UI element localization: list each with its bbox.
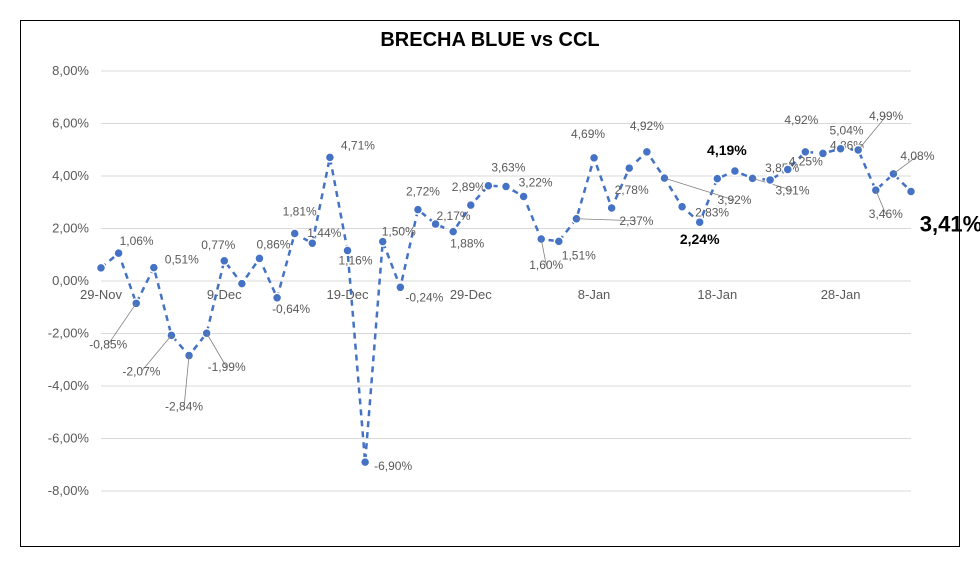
data-label: 1,06%: [120, 234, 154, 248]
y-tick-label: 0,00%: [52, 273, 89, 288]
data-label: -2,84%: [165, 400, 203, 414]
data-label: 5,04%: [830, 124, 864, 138]
x-tick-label: 9-Dec: [207, 287, 242, 302]
data-label: 1,81%: [283, 204, 317, 218]
data-label: 2,37%: [619, 214, 653, 228]
data-label: -0,24%: [405, 290, 443, 304]
chart-container: BRECHA BLUE vs CCL -8,00%-6,00%-4,00%-2,…: [20, 20, 960, 547]
data-marker: [290, 229, 299, 238]
data-label: 2,72%: [406, 185, 440, 199]
data-marker: [502, 182, 511, 191]
data-label: -0,64%: [272, 302, 310, 316]
x-tick-label: 28-Jan: [821, 287, 861, 302]
data-marker: [590, 153, 599, 162]
data-label: 2,17%: [437, 209, 471, 223]
data-marker: [220, 256, 229, 265]
data-marker: [484, 181, 493, 190]
data-label: 4,69%: [571, 127, 605, 141]
data-label: 1,60%: [529, 258, 563, 272]
data-label: -0,85%: [89, 337, 127, 351]
y-tick-label: 6,00%: [52, 116, 89, 131]
data-marker: [554, 237, 563, 246]
data-label: 4,71%: [341, 138, 375, 152]
data-marker: [449, 227, 458, 236]
data-marker: [678, 202, 687, 211]
data-marker: [255, 254, 264, 263]
data-label: 4,99%: [869, 109, 903, 123]
data-label: 3,91%: [776, 183, 810, 197]
x-tick-label: 29-Dec: [450, 287, 492, 302]
data-marker: [713, 174, 722, 183]
y-tick-label: -8,00%: [48, 483, 90, 498]
data-label: -2,07%: [122, 364, 160, 378]
data-marker: [519, 192, 528, 201]
y-tick-label: 2,00%: [52, 221, 89, 236]
chart-title: BRECHA BLUE vs CCL: [21, 29, 959, 52]
data-label: -6,90%: [374, 459, 412, 473]
data-marker: [114, 249, 123, 258]
x-tick-label: 29-Nov: [80, 287, 122, 302]
plot-area: -8,00%-6,00%-4,00%-2,00%0,00%2,00%4,00%6…: [91, 61, 931, 521]
y-tick-label: -6,00%: [48, 431, 90, 446]
data-label: 3,63%: [491, 161, 525, 175]
data-label: 4,08%: [900, 149, 934, 163]
data-label: 0,77%: [201, 238, 235, 252]
data-label: 2,24%: [680, 231, 720, 247]
data-marker: [237, 279, 246, 288]
data-label: 3,22%: [519, 175, 553, 189]
data-marker: [730, 167, 739, 176]
data-label: 4,92%: [630, 119, 664, 133]
data-marker: [907, 187, 916, 196]
data-label: 0,51%: [165, 253, 199, 267]
data-marker: [97, 263, 106, 272]
data-marker: [766, 175, 775, 184]
data-marker: [149, 263, 158, 272]
data-marker: [695, 218, 704, 227]
data-marker: [818, 149, 827, 158]
chart-svg: -8,00%-6,00%-4,00%-2,00%0,00%2,00%4,00%6…: [91, 61, 931, 521]
data-marker: [413, 205, 422, 214]
data-label: 1,50%: [382, 225, 416, 239]
y-tick-label: 4,00%: [52, 168, 89, 183]
x-tick-label: 18-Jan: [697, 287, 737, 302]
data-label: 1,44%: [307, 226, 341, 240]
data-label: 1,51%: [562, 248, 596, 262]
y-tick-label: -4,00%: [48, 378, 90, 393]
data-label: -1,99%: [208, 360, 246, 374]
y-tick-label: 8,00%: [52, 63, 89, 78]
data-label: 3,46%: [869, 207, 903, 221]
x-tick-label: 19-Dec: [327, 287, 369, 302]
data-label: 0,86%: [256, 237, 290, 251]
data-label: 4,19%: [707, 142, 747, 158]
data-marker: [361, 458, 370, 467]
data-marker: [396, 283, 405, 292]
data-label: 2,89%: [452, 180, 486, 194]
x-tick-label: 8-Jan: [578, 287, 611, 302]
data-marker: [836, 144, 845, 153]
data-label: 1,16%: [339, 254, 373, 268]
data-marker: [801, 147, 810, 156]
data-marker: [607, 204, 616, 213]
y-tick-label: -2,00%: [48, 326, 90, 341]
data-marker: [625, 164, 634, 173]
data-marker: [466, 201, 475, 210]
data-label: 2,78%: [615, 183, 649, 197]
data-label: 3,41%: [920, 211, 980, 236]
data-label: 1,88%: [450, 237, 484, 251]
data-label: 4,92%: [784, 113, 818, 127]
data-marker: [325, 153, 334, 162]
data-marker: [642, 147, 651, 156]
